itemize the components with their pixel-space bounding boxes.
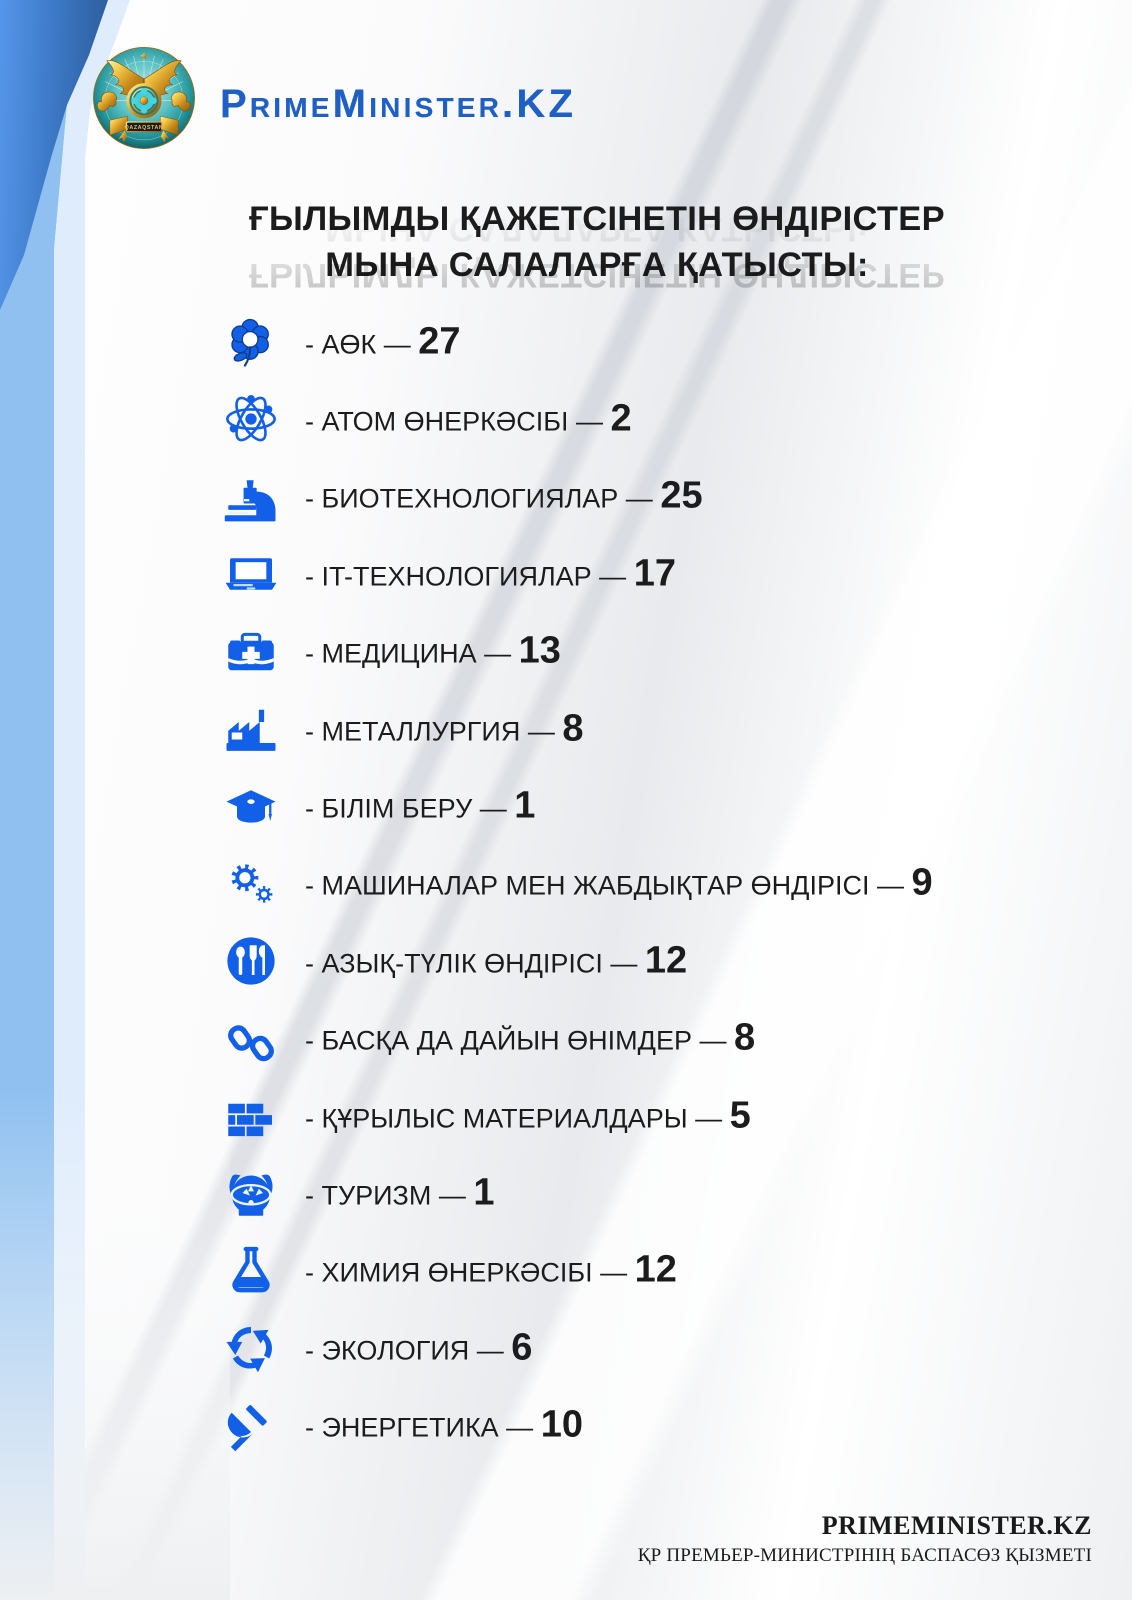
svg-text:QAZAQSTAN: QAZAQSTAN — [125, 125, 164, 131]
